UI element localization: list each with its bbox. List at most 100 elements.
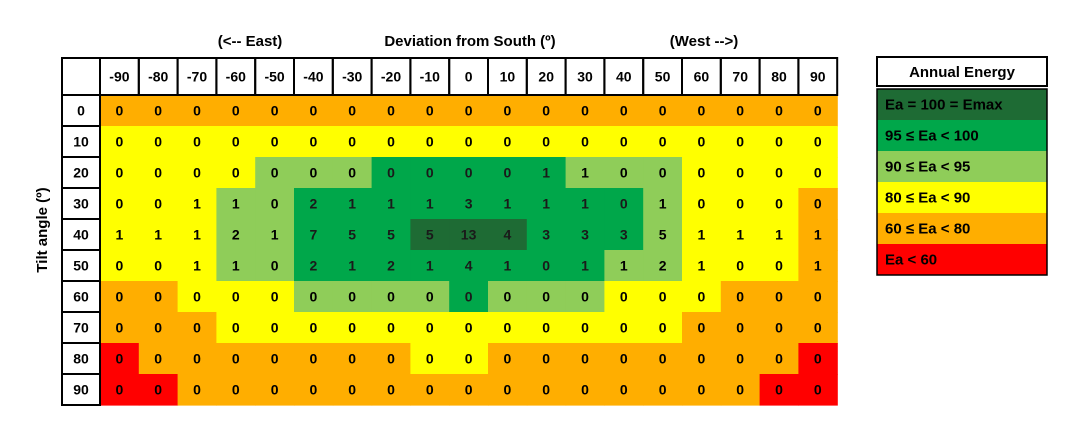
cell-value-label: 0 (736, 165, 744, 181)
heatmap-cell (565, 95, 605, 127)
cell-value-label: 1 (542, 196, 550, 212)
heatmap-cell (488, 219, 528, 251)
heatmap-cell (682, 157, 722, 189)
cell-value-label: 3 (542, 227, 550, 243)
heatmap-cell (798, 312, 838, 344)
heatmap-cell (488, 157, 528, 189)
heatmap-cell (798, 126, 838, 158)
heatmap-cell (526, 126, 567, 158)
axis-ticks: -90 -80 -70 -60 -50 -40 -30 -20 -10 0 10 20 30 40 50 60… (73, 69, 826, 398)
cell-value-label: 0 (387, 320, 395, 336)
heatmap-cell (255, 312, 295, 344)
heatmap-cell (720, 126, 761, 158)
heatmap-cell (798, 250, 838, 282)
x-tick-label: 30 (577, 69, 593, 85)
heatmap-cell (294, 281, 334, 313)
heatmap-cell (177, 250, 217, 282)
heatmap-cell (294, 250, 334, 282)
cell-value-label: 0 (193, 165, 201, 181)
heatmap-cell (332, 188, 373, 220)
heatmap-cell (177, 219, 217, 251)
cell-value-label: 0 (775, 103, 783, 119)
heatmap-cell (255, 126, 295, 158)
cell-value-label: 0 (232, 289, 240, 305)
cell-value-label: 0 (698, 165, 706, 181)
heatmap-cell (100, 343, 140, 375)
legend-entry-label: 95 ≤ Ea < 100 (885, 128, 979, 145)
heatmap-cell (371, 312, 411, 344)
heatmap-cell (100, 126, 140, 158)
heatmap-cell (643, 95, 683, 127)
heatmap-cell (177, 95, 217, 127)
heatmap-cell (138, 188, 179, 220)
cell-value-label: 0 (698, 196, 706, 212)
heatmap-cell (565, 343, 605, 375)
heatmap-cell (759, 157, 799, 189)
cell-value-label: 0 (736, 351, 744, 367)
cell-value-label: 4 (465, 258, 473, 274)
heatmap-cell (255, 281, 295, 313)
cell-value-label: 1 (698, 258, 706, 274)
cell-value-label: 0 (232, 134, 240, 150)
heatmap-cell (177, 312, 217, 344)
heatmap-cell (449, 312, 489, 344)
cell-value-label: 0 (581, 351, 589, 367)
heatmap-cell (294, 126, 334, 158)
heatmap-cell (410, 95, 450, 127)
heatmap-cell (565, 281, 605, 313)
cell-value-label: 0 (465, 320, 473, 336)
cell-value-label: 0 (581, 382, 589, 398)
heatmap-cell (255, 374, 295, 406)
heatmap-cell (526, 219, 567, 251)
heatmap-cell (488, 126, 528, 158)
heatmap-cell (100, 312, 140, 344)
heatmap-cell (100, 95, 140, 127)
y-tick-label: 80 (73, 351, 89, 367)
heatmap-cell (332, 126, 373, 158)
legend-entry-label: Ea < 60 (885, 252, 937, 269)
cell-value-label: 3 (620, 227, 628, 243)
heatmap-cell (138, 343, 179, 375)
heatmap-cell (294, 157, 334, 189)
cell-value-label: 0 (775, 320, 783, 336)
cell-value-label: 0 (542, 320, 550, 336)
heatmap-cell (759, 281, 799, 313)
heatmap-cell (216, 374, 256, 406)
heatmap-cell (759, 126, 799, 158)
cell-value-label: 2 (310, 258, 318, 274)
cell-value-label: 2 (232, 227, 240, 243)
heatmap-cell (604, 95, 644, 127)
cell-value-label: 0 (620, 351, 628, 367)
heatmap-cell (798, 188, 838, 220)
heatmap-cell (604, 374, 644, 406)
cell-value-label: 0 (193, 320, 201, 336)
cell-value-label: 7 (310, 227, 318, 243)
heatmap-cell (798, 343, 838, 375)
cell-value-label: 5 (426, 227, 434, 243)
heatmap-cell (488, 188, 528, 220)
heatmap-cell (371, 95, 411, 127)
cell-value-label: 0 (698, 103, 706, 119)
legend-swatch (877, 120, 1047, 151)
cell-value-label: 0 (814, 165, 822, 181)
heatmap-cell (682, 343, 722, 375)
cell-value-label: 0 (620, 134, 628, 150)
cell-value-label: 0 (775, 165, 783, 181)
legend-title-box (876, 56, 1048, 87)
cell-value-label: 0 (736, 289, 744, 305)
cell-value-label: 0 (193, 351, 201, 367)
legend-swatch (877, 89, 1047, 120)
cell-value-label: 0 (504, 382, 512, 398)
heatmap-cell (410, 126, 450, 158)
cell-value-label: 0 (581, 134, 589, 150)
cell-value-label: 1 (271, 227, 279, 243)
heatmap-cell (488, 95, 528, 127)
heatmap-cell (682, 126, 722, 158)
heatmap-cell (565, 157, 605, 189)
heatmap-cell (332, 312, 373, 344)
heatmap-cell (488, 250, 528, 282)
heatmap-cell (294, 95, 334, 127)
cell-value-label: 0 (542, 351, 550, 367)
heatmap-cell (565, 188, 605, 220)
x-tick-label: 90 (810, 69, 826, 85)
